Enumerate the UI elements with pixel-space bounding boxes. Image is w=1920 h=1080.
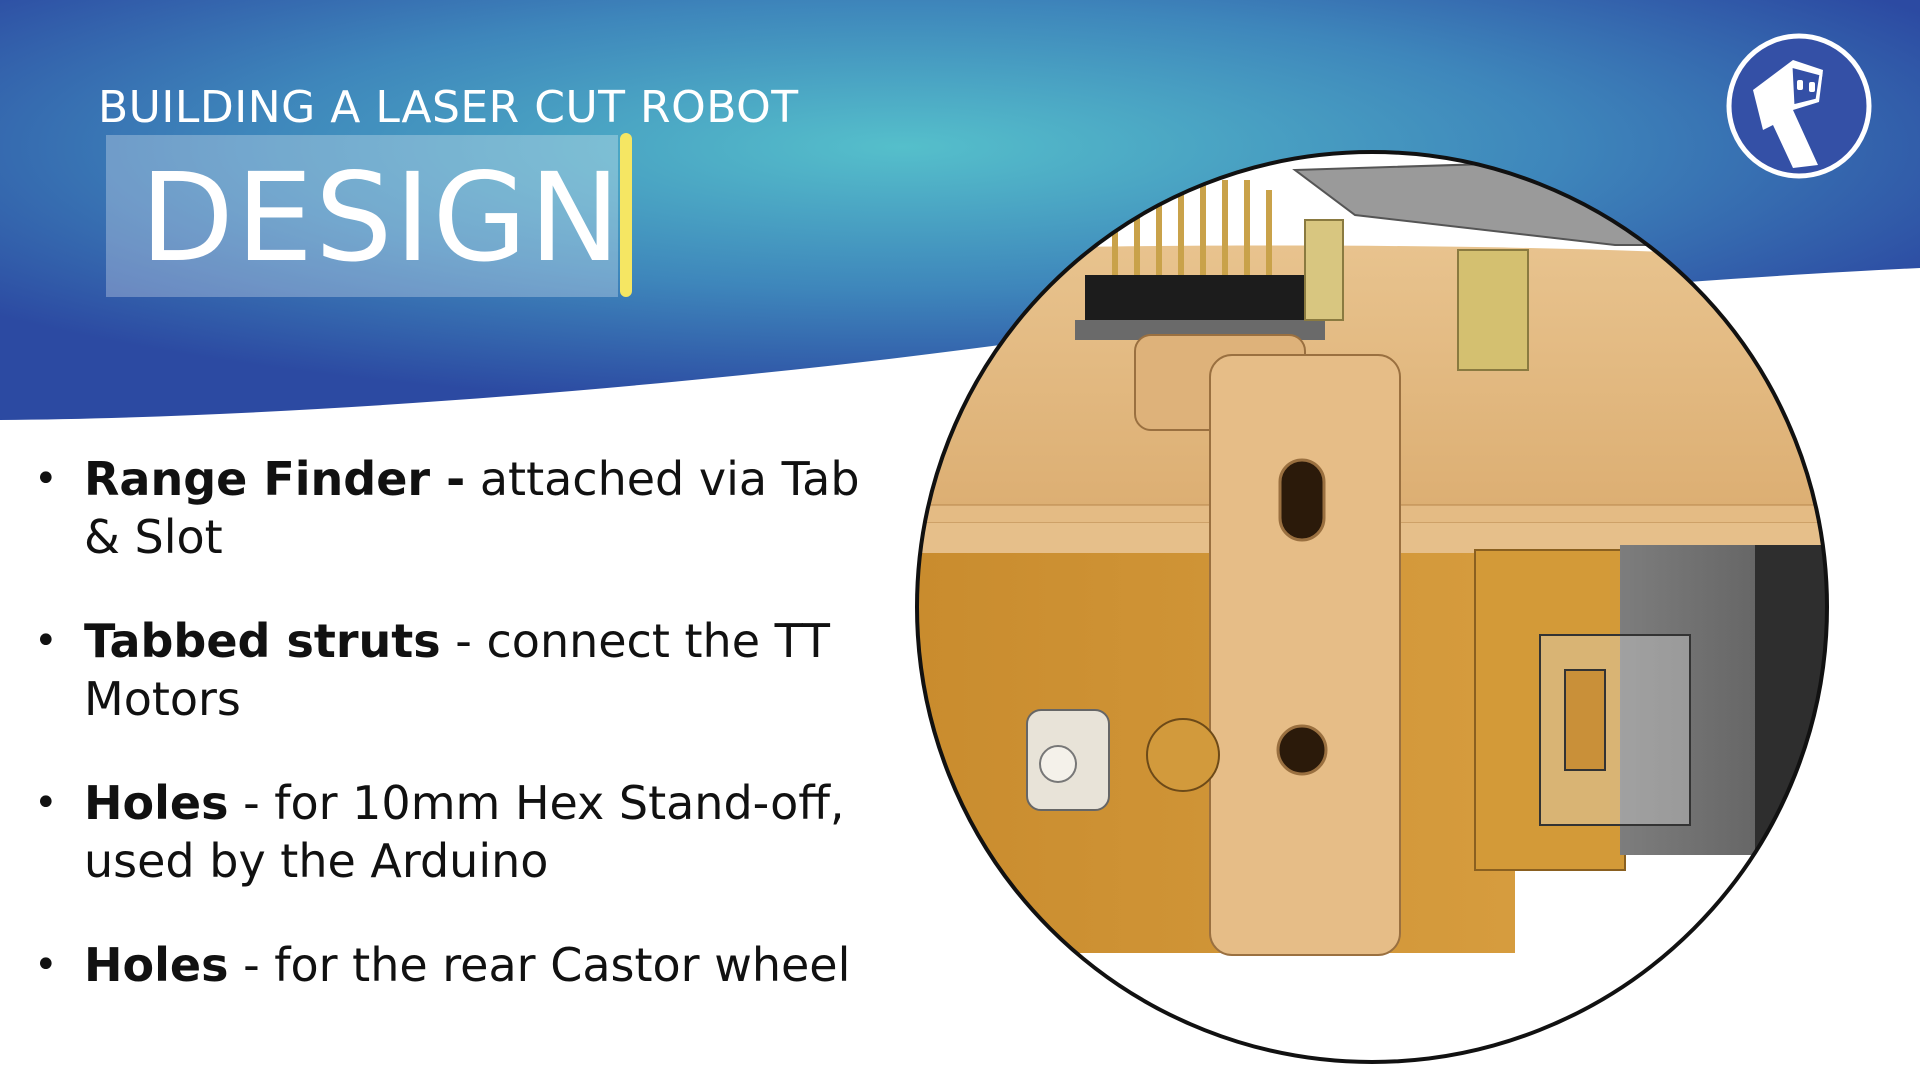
bullet-bold: Range Finder - xyxy=(84,452,466,506)
title-cursor-bar xyxy=(620,133,632,297)
robot-logo-icon xyxy=(1726,33,1872,179)
title-highlight-box xyxy=(106,135,618,297)
bullet-bold: Holes xyxy=(84,938,229,992)
slide-title: DESIGN xyxy=(140,147,623,289)
bullet-text: - for the rear Castor wheel xyxy=(228,938,851,992)
bullet-text: - for 10mm Hex Stand-off, used by the Ar… xyxy=(84,776,845,888)
robot-chassis-render xyxy=(915,150,1829,1064)
bullet-bold: Tabbed struts xyxy=(84,614,441,668)
bullet-text: - connect the TT Motors xyxy=(84,614,831,726)
slide-subtitle: BUILDING A LASER CUT ROBOT xyxy=(98,82,799,133)
header-background xyxy=(0,0,1920,420)
bullet-range-finder: Range Finder - attached via Tab & Slot xyxy=(34,450,884,566)
bullet-tabbed-struts: Tabbed struts - connect the TT Motors xyxy=(34,612,884,728)
bullet-text: attached via Tab & Slot xyxy=(84,452,860,564)
bullet-list: Range Finder - attached via Tab & Slot T… xyxy=(34,450,884,1040)
bullet-holes-standoff: Holes - for 10mm Hex Stand-off, used by … xyxy=(34,774,884,890)
bullet-holes-castor: Holes - for the rear Castor wheel xyxy=(34,936,884,994)
bullet-bold: Holes xyxy=(84,776,229,830)
